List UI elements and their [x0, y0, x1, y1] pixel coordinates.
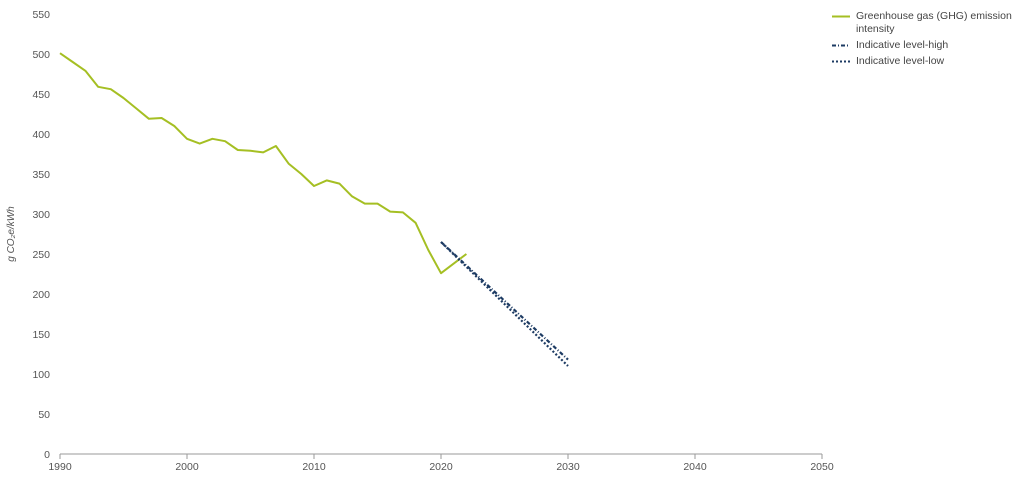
legend-label-ghg-intensity: Greenhouse gas (GHG) emission intensity — [856, 10, 1012, 35]
legend-item-indicative-low[interactable]: Indicative level-low — [832, 55, 1017, 68]
y-tick-label: 0 — [44, 449, 50, 461]
series-line-indicative-low[interactable] — [440, 241, 569, 367]
legend-item-ghg-intensity[interactable]: Greenhouse gas (GHG) emission intensity — [832, 10, 1017, 36]
y-tick-label: 350 — [32, 169, 50, 181]
x-tick-label: 2020 — [429, 461, 453, 473]
x-tick-label: 1990 — [48, 461, 72, 473]
legend: Greenhouse gas (GHG) emission intensity … — [832, 10, 1017, 71]
y-tick-label: 400 — [32, 129, 50, 141]
x-tick-label: 2040 — [683, 461, 707, 473]
x-axis-ticks: 1990 2000 2010 2020 2030 2040 2050 — [48, 454, 834, 473]
x-tick-label: 2050 — [810, 461, 834, 473]
x-tick-label: 2000 — [175, 461, 199, 473]
series-line-ghg-intensity[interactable] — [59, 52, 468, 275]
y-axis-title: g CO₂e/kWh — [6, 206, 17, 262]
y-tick-label: 50 — [38, 409, 50, 421]
legend-item-indicative-high[interactable]: Indicative level-high — [832, 39, 1017, 52]
legend-swatch-indicative-high — [832, 39, 850, 52]
series-layer — [59, 52, 569, 367]
y-tick-label: 300 — [32, 209, 50, 221]
y-tick-label: 150 — [32, 329, 50, 341]
y-axis-ticks: 0 50 100 150 200 250 300 350 400 450 500 550 — [32, 9, 50, 461]
y-tick-label: 200 — [32, 289, 50, 301]
legend-label-indicative-high: Indicative level-high — [856, 39, 949, 51]
y-tick-label: 550 — [32, 9, 50, 21]
x-tick-label: 2030 — [556, 461, 580, 473]
y-tick-label: 100 — [32, 369, 50, 381]
legend-swatch-ghg-intensity — [832, 10, 850, 23]
y-tick-label: 500 — [32, 49, 50, 61]
legend-swatch-indicative-low — [832, 55, 850, 68]
legend-label-indicative-low: Indicative level-low — [856, 55, 945, 67]
x-tick-label: 2010 — [302, 461, 326, 473]
y-tick-label: 450 — [32, 89, 50, 101]
y-tick-label: 250 — [32, 249, 50, 261]
